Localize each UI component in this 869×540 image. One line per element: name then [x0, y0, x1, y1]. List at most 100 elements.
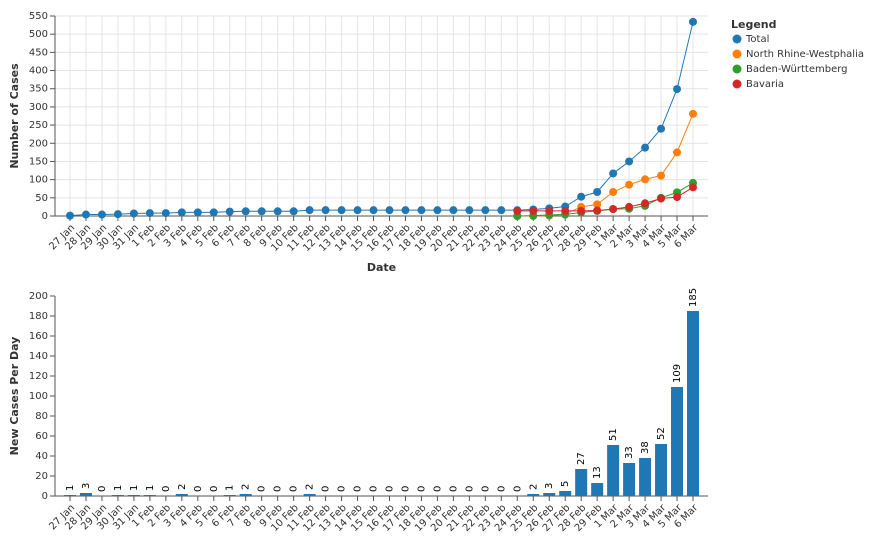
- data-point: [321, 206, 330, 215]
- data-point: [657, 124, 666, 133]
- legend-swatch: [732, 79, 742, 89]
- data-point: [625, 180, 634, 189]
- data-label: 0: [273, 486, 284, 492]
- data-label: 52: [656, 427, 667, 440]
- data-point: [273, 207, 282, 216]
- legend-swatch: [732, 34, 742, 44]
- data-point: [641, 199, 650, 208]
- y-tick-label: 350: [29, 84, 48, 95]
- y-axis-title: Number of Cases: [8, 63, 21, 169]
- data-point: [577, 192, 586, 201]
- bar: [79, 493, 92, 496]
- data-point: [289, 207, 298, 216]
- bar: [64, 495, 76, 496]
- data-point: [561, 206, 570, 215]
- y-tick-label: 500: [29, 29, 48, 40]
- series-line: [69, 21, 694, 217]
- data-point: [385, 206, 394, 215]
- y-tick-label: 80: [35, 411, 48, 422]
- data-point: [625, 157, 634, 166]
- data-point: [81, 210, 90, 219]
- data-label: 1: [113, 485, 124, 491]
- data-point: [545, 206, 554, 215]
- data-label: 0: [161, 486, 172, 492]
- bar: [607, 445, 620, 496]
- data-point: [673, 148, 682, 157]
- bar: [527, 494, 540, 496]
- data-label: 0: [400, 486, 411, 492]
- data-label: 0: [369, 486, 380, 492]
- data-label: 1: [225, 485, 236, 491]
- data-label: 13: [592, 466, 603, 479]
- data-label: 2: [177, 484, 188, 490]
- y-tick-label: 120: [29, 371, 48, 382]
- y-tick-label: 140: [29, 351, 48, 362]
- x-axis-title: Date: [367, 261, 396, 274]
- data-point: [113, 210, 122, 219]
- data-label: 0: [432, 486, 443, 492]
- bar: [223, 495, 236, 496]
- data-point: [641, 143, 650, 152]
- data-point: [129, 209, 138, 218]
- y-tick-label: 200: [29, 291, 48, 302]
- data-point: [529, 206, 538, 215]
- bar: [687, 311, 699, 496]
- series-line: [517, 113, 694, 217]
- data-point: [689, 109, 697, 118]
- data-point: [433, 206, 442, 215]
- data-point: [66, 211, 74, 220]
- data-point: [641, 175, 650, 184]
- data-point: [177, 208, 186, 217]
- data-label: 0: [448, 486, 459, 492]
- legend-swatch: [732, 49, 742, 59]
- data-point: [465, 206, 474, 215]
- data-label: 51: [608, 428, 619, 441]
- legend-label: Total: [745, 34, 769, 45]
- data-point: [593, 200, 602, 209]
- data-label: 1: [129, 485, 140, 491]
- bar: [575, 469, 588, 496]
- data-point: [577, 206, 586, 215]
- data-point: [161, 209, 170, 218]
- legend-title: Legend: [731, 18, 777, 31]
- y-tick-label: 100: [29, 175, 48, 186]
- y-tick-label: 450: [29, 47, 48, 58]
- data-label: 0: [321, 486, 332, 492]
- data-label: 109: [672, 364, 683, 383]
- data-point: [593, 188, 602, 196]
- data-label: 2: [305, 484, 316, 490]
- data-label: 38: [640, 441, 651, 454]
- y-tick-label: 60: [35, 431, 48, 442]
- data-point: [417, 206, 426, 215]
- y-tick-label: 100: [29, 391, 48, 402]
- bar: [143, 495, 156, 496]
- data-point: [625, 202, 634, 211]
- data-label: 0: [416, 486, 427, 492]
- y-tick-label: 150: [29, 156, 48, 167]
- data-point: [689, 17, 697, 26]
- bar: [303, 494, 316, 496]
- data-point: [305, 206, 314, 215]
- data-label: 3: [544, 483, 555, 489]
- data-label: 0: [193, 486, 204, 492]
- data-point: [353, 206, 362, 215]
- data-point: [241, 207, 250, 216]
- data-label: 1: [65, 485, 76, 491]
- data-point: [513, 206, 522, 215]
- data-point: [609, 205, 618, 214]
- y-tick-label: 0: [42, 491, 48, 502]
- data-point: [449, 206, 458, 215]
- data-point: [673, 193, 682, 202]
- data-label: 0: [480, 486, 491, 492]
- data-label: 0: [289, 486, 300, 492]
- data-point: [97, 210, 106, 219]
- data-point: [145, 209, 154, 218]
- bar: [559, 491, 572, 496]
- data-point: [593, 206, 602, 215]
- data-point: [657, 171, 666, 180]
- data-label: 2: [528, 484, 539, 490]
- bar: [111, 495, 124, 496]
- data-point: [209, 208, 218, 217]
- y-tick-label: 400: [29, 66, 48, 77]
- bar: [543, 493, 556, 496]
